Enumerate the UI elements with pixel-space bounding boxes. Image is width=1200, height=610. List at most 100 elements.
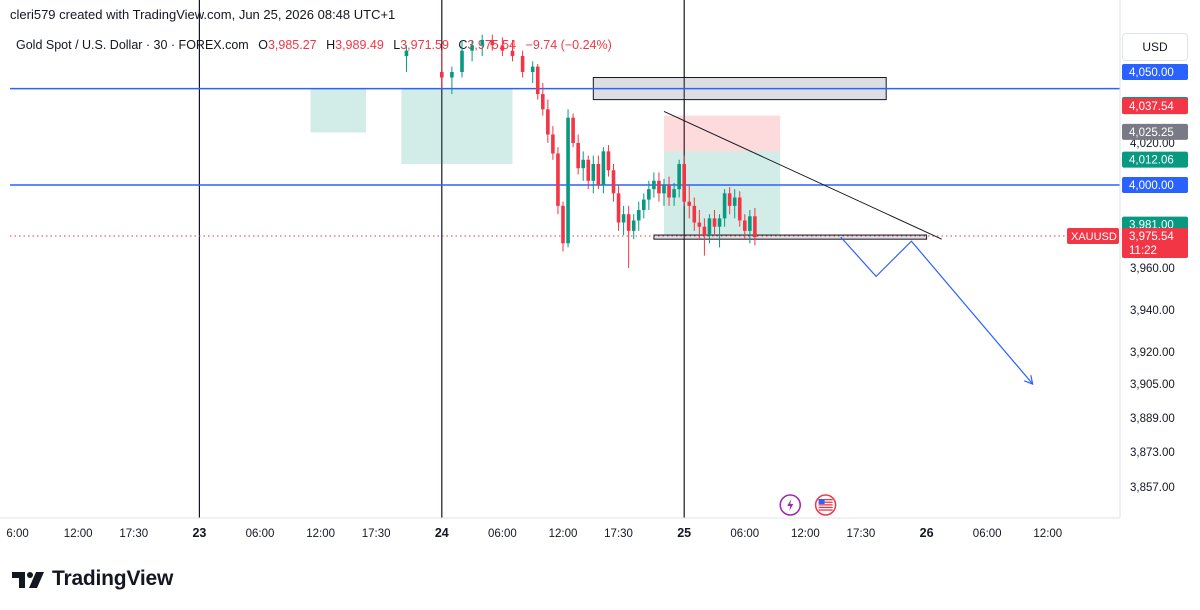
candle: [712, 218, 717, 227]
x-tick-label: 17:30: [362, 528, 391, 540]
price-label: 3,975.54: [1129, 231, 1174, 243]
flag-stripe: [818, 506, 833, 509]
profit-zone[interactable]: [401, 88, 513, 164]
symbol-tag-label: XAUUSD: [1071, 231, 1117, 243]
candle: [616, 193, 621, 223]
open-value: 3,985.27: [267, 38, 317, 52]
x-tick-label: 17:30: [604, 528, 633, 540]
zone-rectangle[interactable]: [653, 234, 928, 240]
profit-zone[interactable]: [310, 88, 367, 133]
candle: [652, 180, 656, 190]
candle: [748, 216, 752, 231]
candle: [561, 205, 565, 244]
price-label-box[interactable]: [1122, 98, 1188, 115]
tradingview-wordmark: TradingView: [52, 567, 174, 590]
countdown-label: 11:22: [1129, 245, 1157, 257]
price-label: 4,037.54: [1129, 101, 1174, 113]
flag-stripe: [818, 501, 833, 503]
candle: [672, 189, 676, 198]
low-label: L: [393, 38, 401, 52]
profit-zone[interactable]: [664, 151, 781, 236]
candle: [566, 117, 570, 244]
candle: [687, 201, 692, 206]
candle: [697, 222, 702, 227]
x-tick-label: 6:00: [6, 528, 28, 540]
price-label: 4,000.00: [1129, 180, 1174, 192]
open-label: O: [258, 38, 268, 52]
candle: [631, 220, 636, 231]
price-label-box[interactable]: [1122, 123, 1188, 140]
x-tick-label: 17:30: [847, 528, 876, 540]
candle: [682, 163, 686, 202]
candle: [657, 180, 661, 194]
x-tick-label: 12:00: [306, 528, 335, 540]
x-tick-label: 12:00: [1033, 528, 1062, 540]
flag-stripe: [818, 504, 833, 506]
candle: [500, 45, 505, 51]
lightning-glyph: [787, 499, 794, 511]
candle: [470, 45, 474, 51]
change-value: −9.74 (−0.24%): [525, 38, 612, 52]
candle: [541, 94, 545, 110]
candle: [662, 185, 666, 194]
chart-attribution: cleri579 created with TradingView.com, J…: [10, 7, 396, 22]
candle: [551, 134, 555, 154]
projection-path[interactable]: [840, 236, 1034, 385]
candle: [601, 151, 606, 185]
x-tick-label: 12:00: [64, 528, 93, 540]
trendline[interactable]: [663, 110, 942, 240]
symbol-title[interactable]: Gold Spot / U.S. Dollar · 30 · FOREX.com: [16, 38, 249, 52]
candle: [556, 153, 560, 206]
x-tick-label: 24: [435, 526, 449, 540]
x-tick-label: 23: [192, 526, 206, 540]
price-label-box[interactable]: [1122, 177, 1188, 193]
price-label-box[interactable]: [1122, 228, 1188, 258]
x-tick-label: 26: [920, 526, 934, 540]
candle: [647, 189, 651, 200]
candle: [535, 66, 540, 95]
y-tick-label: 3,960.00: [1130, 263, 1175, 275]
currency-button[interactable]: USD: [1122, 33, 1188, 61]
candle: [667, 185, 671, 198]
candle: [546, 109, 550, 135]
low-value: 3,971.59: [400, 38, 449, 52]
candle: [530, 66, 535, 72]
tradingview-logo[interactable]: TradingView: [12, 567, 173, 591]
price-label-box[interactable]: [1122, 151, 1188, 168]
candle: [490, 40, 495, 46]
projection-arrowhead: [1024, 375, 1034, 385]
symbol-tag[interactable]: [1067, 228, 1119, 244]
candle: [692, 205, 697, 223]
candle: [520, 56, 525, 72]
candle: [626, 214, 631, 231]
candle: [404, 50, 409, 56]
candle: [510, 50, 515, 56]
candle: [621, 214, 626, 223]
candle: [743, 220, 747, 231]
x-tick-label: 06:00: [488, 528, 517, 540]
candle: [576, 142, 580, 169]
candle: [707, 218, 712, 236]
candle: [480, 40, 484, 46]
candle: [591, 163, 596, 181]
candle: [737, 197, 742, 221]
x-tick-label: 17:30: [119, 528, 148, 540]
y-tick-label: 3,873.00: [1130, 447, 1175, 459]
candle: [571, 117, 575, 143]
stop-loss-zone[interactable]: [664, 115, 781, 152]
price-label-box[interactable]: [1122, 64, 1188, 80]
x-tick-label: 12:00: [549, 528, 578, 540]
price-chart[interactable]: 3,857.00 3,873.00 3,889.00 3,905.00 3,920.00…: [0, 0, 1200, 560]
candle: [636, 210, 641, 221]
x-tick-label: 06:00: [973, 528, 1002, 540]
flag-canton: [818, 499, 825, 504]
y-tick-label: 3,920.00: [1130, 347, 1175, 359]
candle: [460, 50, 464, 72]
x-tick-label: 25: [677, 526, 691, 540]
candle: [727, 193, 732, 206]
candle: [440, 72, 444, 78]
price-label: 4,025.25: [1129, 127, 1174, 139]
candle: [606, 151, 611, 171]
y-tick-label: 4,020.00: [1130, 138, 1175, 150]
candle: [732, 197, 737, 206]
